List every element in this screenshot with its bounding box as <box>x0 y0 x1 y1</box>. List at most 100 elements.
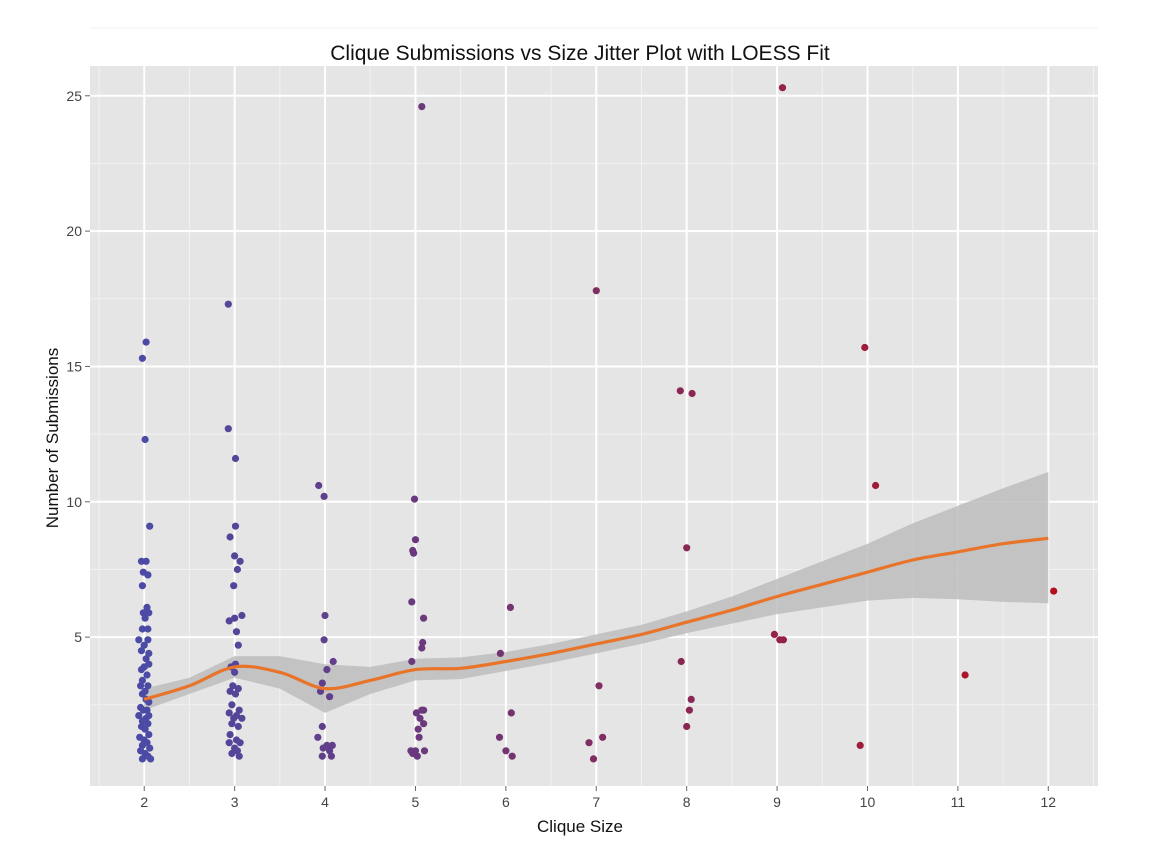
data-point <box>226 533 234 541</box>
data-point <box>507 709 515 717</box>
data-point <box>856 741 864 750</box>
data-point <box>228 720 236 728</box>
data-point <box>228 701 236 709</box>
y-tick-label: 15 <box>66 358 82 374</box>
data-point <box>141 725 149 733</box>
data-point <box>592 287 600 295</box>
data-point <box>595 682 603 690</box>
data-point <box>420 614 428 622</box>
data-point <box>145 649 153 658</box>
data-point <box>238 611 246 620</box>
data-point <box>137 647 146 655</box>
data-point <box>146 744 154 752</box>
data-point <box>420 747 429 755</box>
data-point <box>412 709 420 717</box>
data-point <box>145 609 153 617</box>
data-point <box>418 103 426 111</box>
data-point <box>411 536 420 544</box>
data-point <box>418 706 426 714</box>
data-point <box>676 387 684 395</box>
data-point <box>135 636 143 644</box>
data-point <box>318 679 326 687</box>
data-point <box>138 354 146 362</box>
data-point <box>495 733 504 741</box>
data-point <box>770 630 779 639</box>
data-point <box>328 741 336 750</box>
data-point <box>1050 587 1058 595</box>
data-point <box>419 638 427 647</box>
data-point <box>314 733 322 741</box>
data-point <box>415 733 423 741</box>
data-points <box>135 84 1058 763</box>
y-tick-label: 5 <box>74 629 82 645</box>
data-point <box>329 657 337 666</box>
data-point <box>142 338 150 346</box>
data-point <box>225 617 233 625</box>
data-point <box>420 720 428 728</box>
x-tick-label: 2 <box>140 794 148 810</box>
data-point <box>225 709 233 717</box>
y-tick-label: 10 <box>66 494 82 510</box>
data-point <box>141 614 149 622</box>
x-tick-label: 9 <box>773 794 781 810</box>
data-point <box>687 695 695 704</box>
data-point <box>408 657 416 666</box>
data-point <box>142 655 150 663</box>
data-point <box>779 636 788 644</box>
y-tick-label: 20 <box>66 223 82 239</box>
data-point <box>144 682 152 690</box>
data-point <box>226 687 234 695</box>
x-tick-label: 6 <box>502 794 510 810</box>
data-point <box>224 300 232 308</box>
y-tick-label: 25 <box>66 88 82 104</box>
x-tick-label: 12 <box>1040 794 1056 810</box>
data-point <box>416 714 424 722</box>
data-point <box>145 731 153 739</box>
x-tick-label: 5 <box>412 794 420 810</box>
data-point <box>141 435 149 444</box>
data-point <box>410 495 419 503</box>
data-point <box>961 671 969 679</box>
data-point <box>585 739 593 747</box>
data-point <box>144 571 152 579</box>
data-point <box>145 698 153 706</box>
x-tick-label: 11 <box>951 794 966 810</box>
data-point <box>139 706 147 714</box>
data-point <box>496 649 504 658</box>
data-point <box>231 614 239 622</box>
data-point <box>318 752 326 760</box>
data-point <box>142 557 150 565</box>
data-point <box>234 641 242 649</box>
y-axis-label: Number of Submissions <box>43 348 62 528</box>
x-axis-label: Clique Size <box>537 817 623 836</box>
data-point <box>326 747 334 755</box>
data-point <box>418 644 426 652</box>
data-point <box>321 611 329 620</box>
data-point <box>683 722 691 731</box>
data-point <box>138 755 146 763</box>
loess-fit-line <box>143 536 1049 701</box>
data-point <box>861 343 869 352</box>
data-point <box>147 755 155 763</box>
data-point <box>144 636 152 644</box>
data-point <box>506 603 514 612</box>
data-point <box>326 693 334 701</box>
data-point <box>139 609 147 617</box>
data-point <box>320 492 328 500</box>
x-tick-label: 10 <box>860 794 876 810</box>
data-point <box>138 690 146 698</box>
tick-labels: 2 3 4 5 6 7 8 9 10 11 12 5 10 15 20 25 <box>66 88 1056 810</box>
data-point <box>683 544 691 552</box>
data-point <box>508 752 516 760</box>
data-point <box>327 752 335 760</box>
data-point <box>235 706 243 714</box>
data-point <box>238 714 246 722</box>
data-point <box>233 565 241 574</box>
data-point <box>236 557 244 565</box>
data-point <box>232 628 241 636</box>
x-tick-label: 7 <box>592 794 600 810</box>
data-point <box>414 725 422 733</box>
data-point <box>144 720 152 728</box>
data-point <box>140 641 148 649</box>
